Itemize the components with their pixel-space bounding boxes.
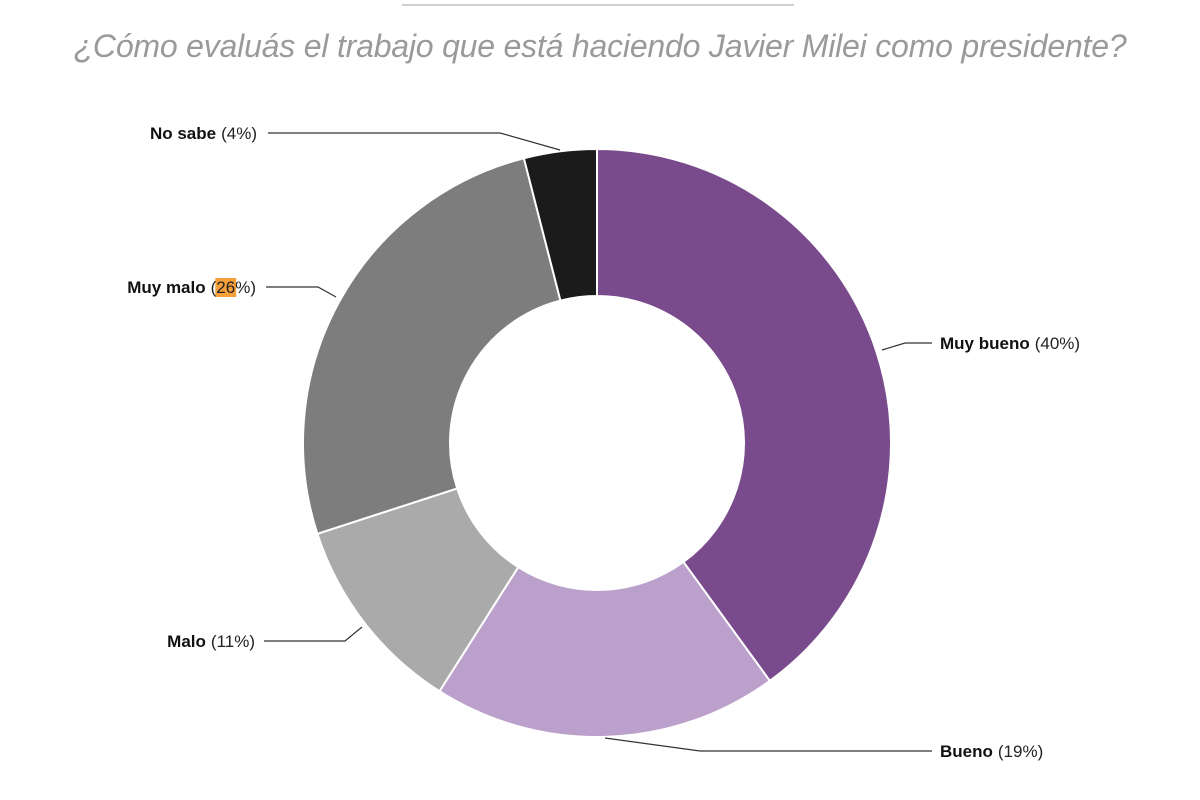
label-muy-malo-pct-open: ( (211, 278, 217, 297)
leader-line-muy-bueno (881, 342, 932, 351)
label-no-sabe: No sabe (4%) (150, 124, 257, 143)
label-bueno-name: Bueno (940, 742, 993, 761)
label-muy-malo-pct-close: %) (235, 278, 256, 297)
leader-line-malo (264, 626, 363, 642)
slice-no-sabe (522, 147, 598, 302)
leader-line-no-sabe (268, 132, 561, 151)
label-muy-bueno-pct: (40%) (1035, 334, 1080, 353)
label-muy-bueno-name: Muy bueno (940, 334, 1030, 353)
label-bueno: Bueno (19%) (940, 742, 1043, 761)
top-rule (402, 4, 794, 6)
label-muy-malo-name: Muy malo (127, 278, 205, 297)
slice-muy-bueno (596, 147, 892, 683)
label-bueno-pct: (19%) (998, 742, 1043, 761)
label-muy-bueno: Muy bueno (40%) (940, 334, 1080, 353)
label-no-sabe-pct: (4%) (221, 124, 257, 143)
label-malo-name: Malo (167, 632, 206, 651)
chart-title: ¿Cómo evaluás el trabajo que está hacien… (73, 28, 1127, 64)
label-malo: Malo (11%) (167, 632, 255, 651)
label-malo-pct: (11%) (211, 632, 255, 651)
leader-lines (264, 132, 932, 752)
slice-muy-malo (302, 157, 562, 536)
label-muy-malo-pct-number: 26 (216, 278, 235, 297)
leader-line-muy-malo (266, 286, 337, 298)
donut-slices (302, 147, 892, 738)
slice-bueno (438, 560, 772, 738)
label-muy-malo: Muy malo (26%) (127, 278, 256, 297)
highlight-26 (215, 278, 237, 297)
label-no-sabe-name: No sabe (150, 124, 216, 143)
leader-line-bueno (604, 737, 932, 752)
